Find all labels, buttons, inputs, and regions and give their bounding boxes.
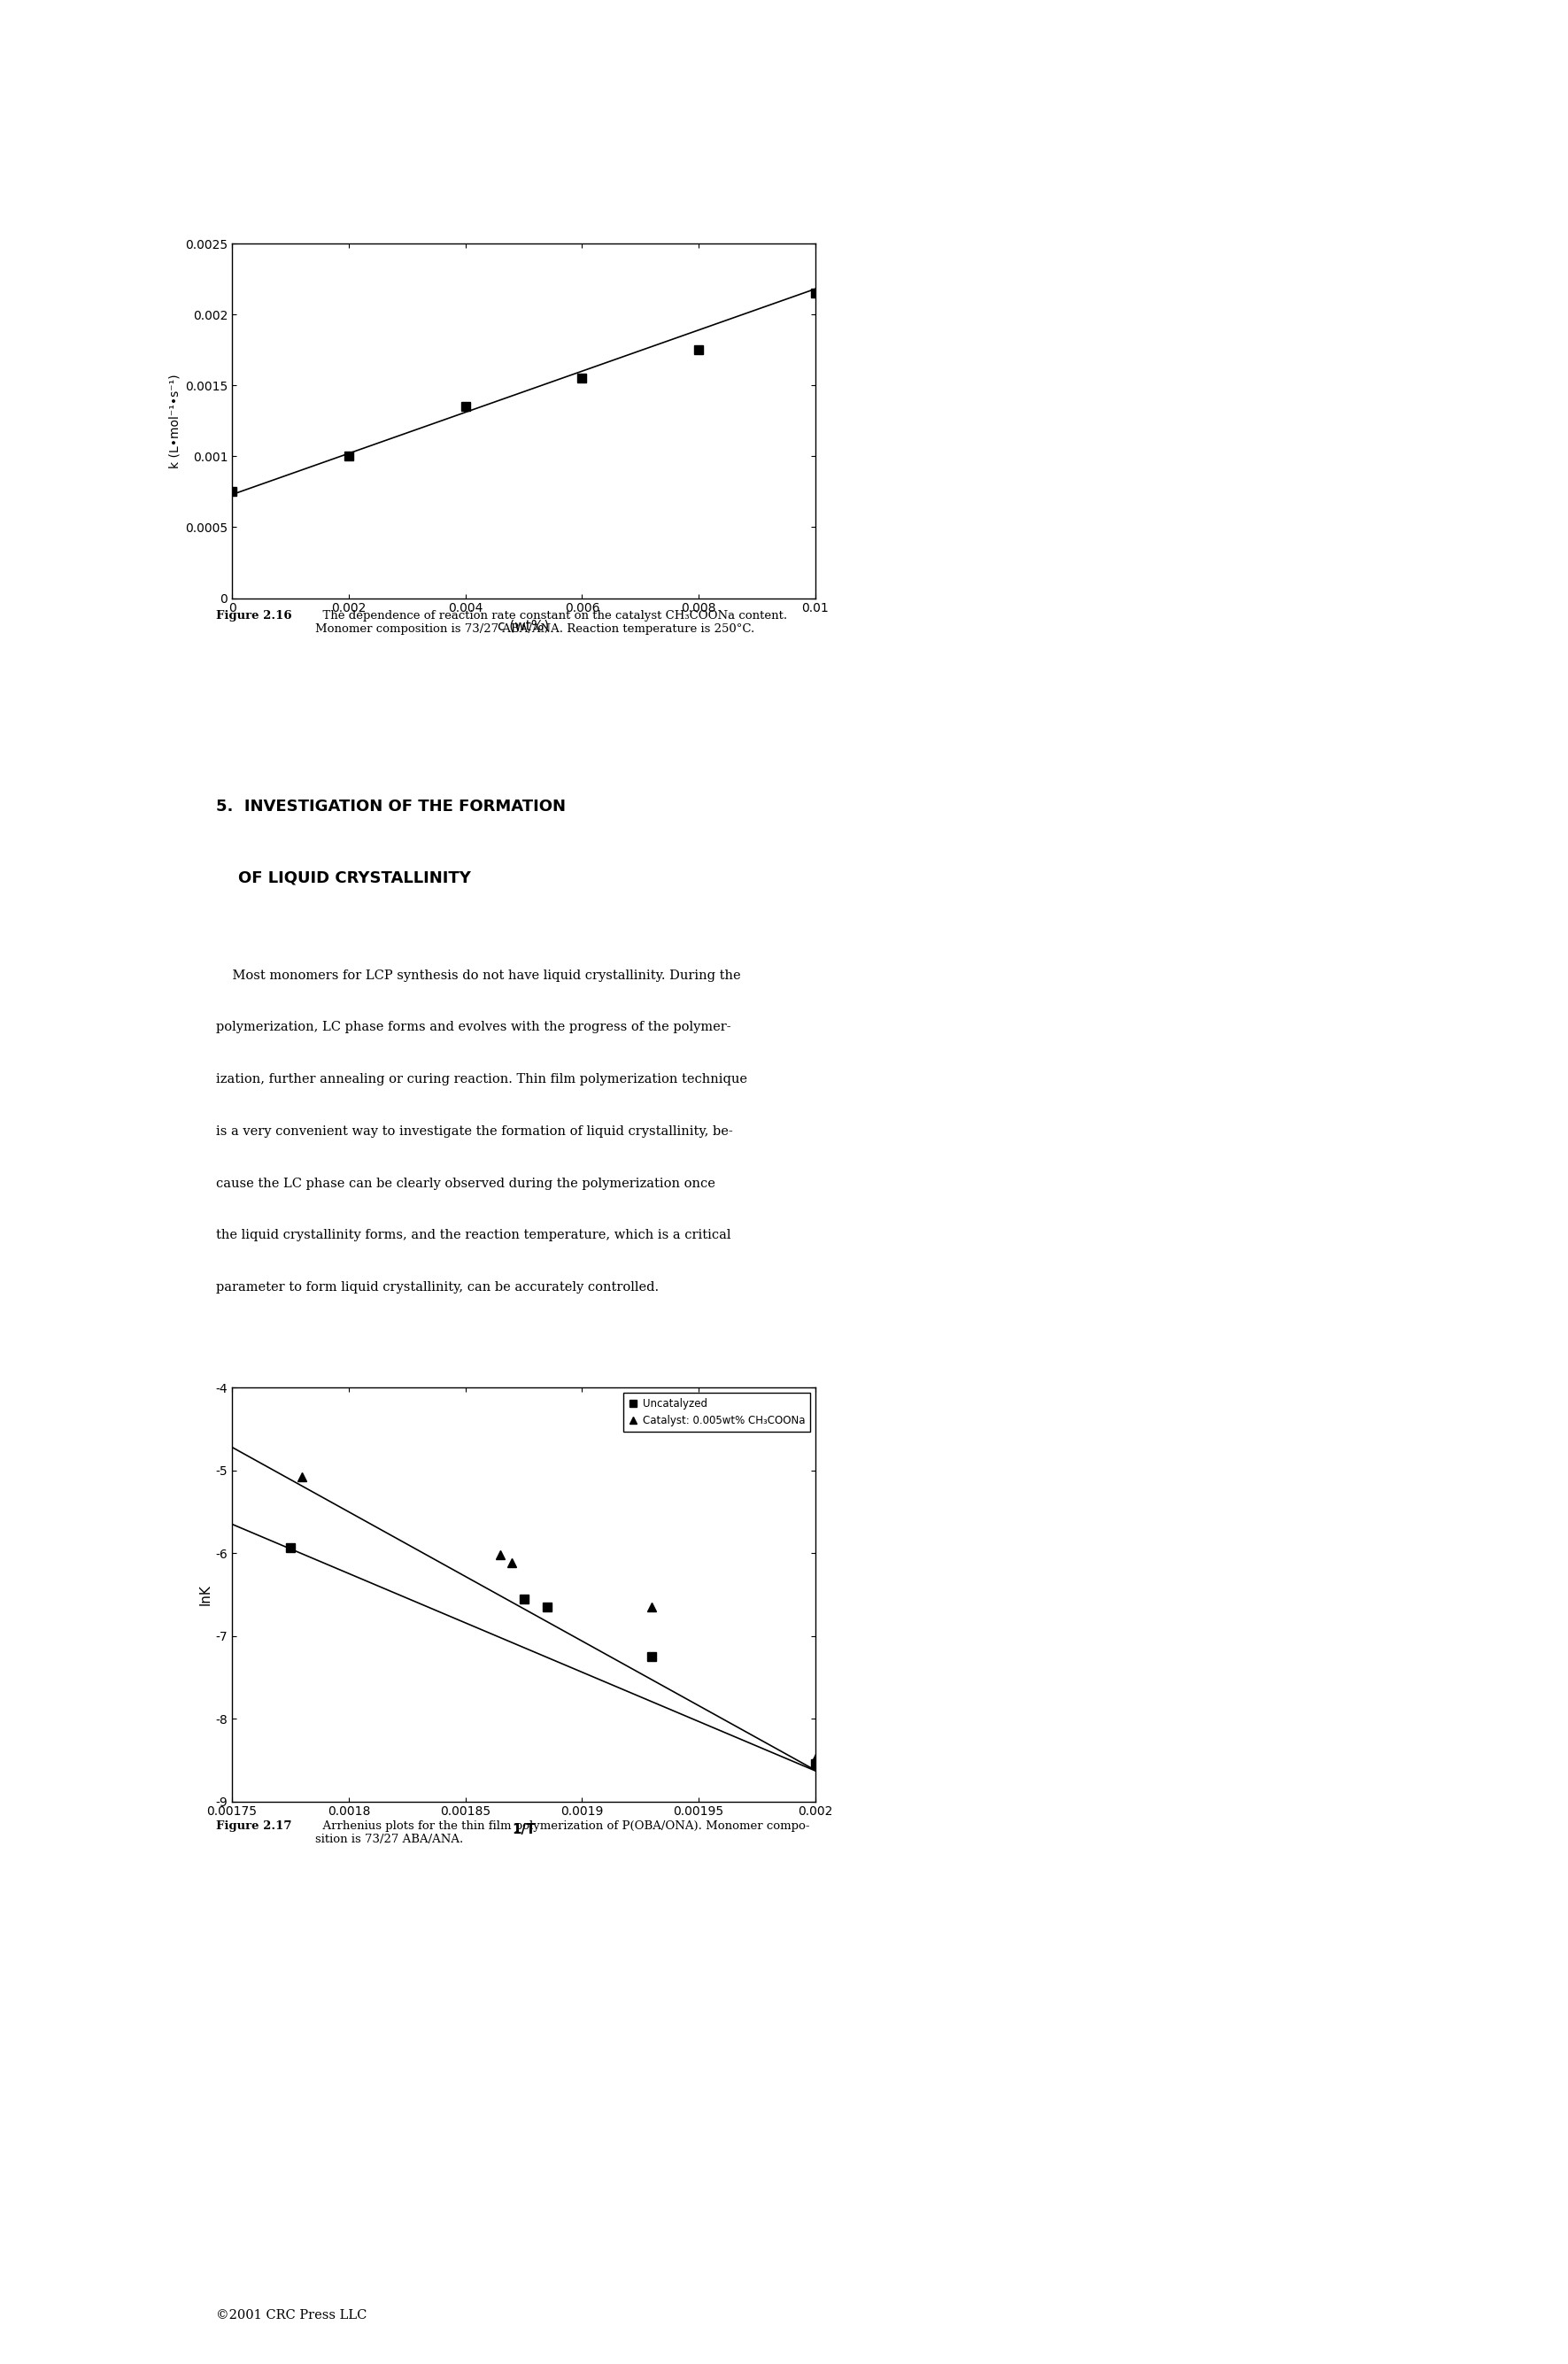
Y-axis label: lnK: lnK (199, 1584, 212, 1605)
Text: OF LIQUID CRYSTALLINITY: OF LIQUID CRYSTALLINITY (216, 870, 472, 886)
Text: Arrhenius plots for the thin film polymerization of P(OBA/ONA). Monomer compo-
s: Arrhenius plots for the thin film polyme… (315, 1820, 809, 1844)
Text: Figure 2.16: Figure 2.16 (216, 610, 292, 622)
Text: cause the LC phase can be clearly observed during the polymerization once: cause the LC phase can be clearly observ… (216, 1177, 715, 1189)
Text: Figure 2.17: Figure 2.17 (216, 1820, 292, 1832)
X-axis label: 1/T: 1/T (511, 1823, 536, 1837)
Text: The dependence of reaction rate constant on the catalyst CH₃COONa content.
Monom: The dependence of reaction rate constant… (315, 610, 787, 634)
Text: polymerization, LC phase forms and evolves with the progress of the polymer-: polymerization, LC phase forms and evolv… (216, 1021, 731, 1033)
Text: 5.  INVESTIGATION OF THE FORMATION: 5. INVESTIGATION OF THE FORMATION (216, 799, 566, 816)
Y-axis label: k (L•mol⁻¹•s⁻¹): k (L•mol⁻¹•s⁻¹) (169, 374, 182, 468)
Text: Most monomers for LCP synthesis do not have liquid crystallinity. During the: Most monomers for LCP synthesis do not h… (216, 969, 742, 981)
Text: parameter to form liquid crystallinity, can be accurately controlled.: parameter to form liquid crystallinity, … (216, 1281, 659, 1293)
X-axis label: c (wt%): c (wt%) (499, 619, 549, 634)
Text: is a very convenient way to investigate the formation of liquid crystallinity, b: is a very convenient way to investigate … (216, 1125, 734, 1137)
Text: ©2001 CRC Press LLC: ©2001 CRC Press LLC (216, 2310, 367, 2321)
Text: ization, further annealing or curing reaction. Thin film polymerization techniqu: ization, further annealing or curing rea… (216, 1073, 748, 1085)
Legend: Uncatalyzed, Catalyst: 0.005wt% CH₃COONa: Uncatalyzed, Catalyst: 0.005wt% CH₃COONa (624, 1392, 811, 1433)
Text: the liquid crystallinity forms, and the reaction temperature, which is a critica: the liquid crystallinity forms, and the … (216, 1229, 731, 1241)
